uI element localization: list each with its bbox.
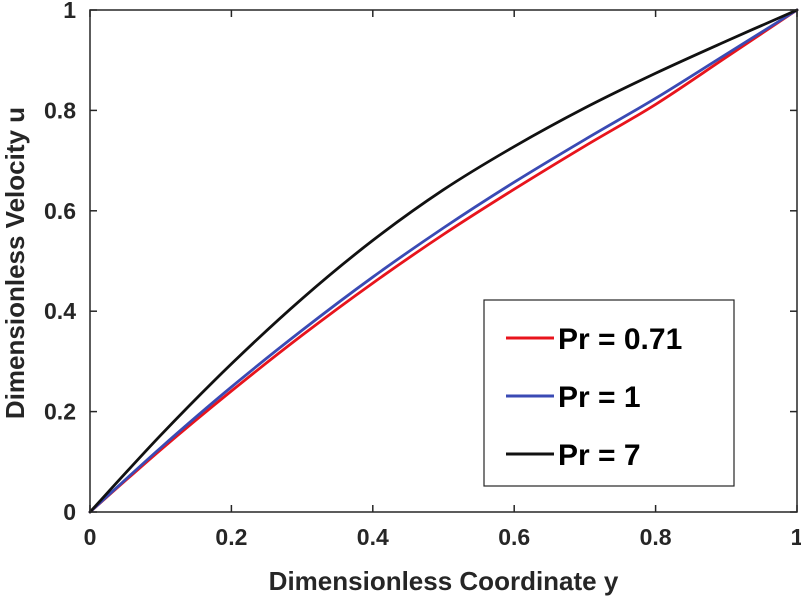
y-tick-label: 0 xyxy=(63,499,76,525)
legend: Pr = 0.71 Pr = 1 Pr = 7 xyxy=(483,299,735,487)
x-tick-label: 1 xyxy=(791,524,801,550)
y-tick-label: 0.4 xyxy=(44,298,76,324)
legend-label-pr-1: Pr = 1 xyxy=(558,381,641,414)
y-tick-label: 0.8 xyxy=(44,97,76,123)
series-line-pr-7 xyxy=(88,8,799,514)
x-tick-label: 0.6 xyxy=(498,524,530,550)
x-tick-label: 0.4 xyxy=(357,524,389,550)
legend-label-pr-7: Pr = 7 xyxy=(558,439,641,472)
y-axis-label: Dimensionless Velocity u xyxy=(0,107,30,419)
series-line-pr-1 xyxy=(88,8,799,514)
plot-axes-box xyxy=(89,9,798,513)
axis-ticks: 0 0.2 0.4 0.6 0.8 1 0 0.2 0.4 0.6 0.8 1 xyxy=(44,0,801,550)
x-axis-label: Dimensionless Coordinate y xyxy=(269,566,619,596)
legend-label-pr-0-71: Pr = 0.71 xyxy=(558,323,682,356)
series-line-pr-0-71 xyxy=(88,8,799,514)
x-tick-label: 0.8 xyxy=(640,524,672,550)
x-tick-label: 0.2 xyxy=(215,524,247,550)
x-tick-label: 0 xyxy=(84,524,97,550)
plot-curves xyxy=(88,8,799,514)
y-tick-label: 1 xyxy=(63,0,76,23)
y-tick-label: 0.6 xyxy=(44,198,76,224)
y-tick-label: 0.2 xyxy=(44,399,76,425)
